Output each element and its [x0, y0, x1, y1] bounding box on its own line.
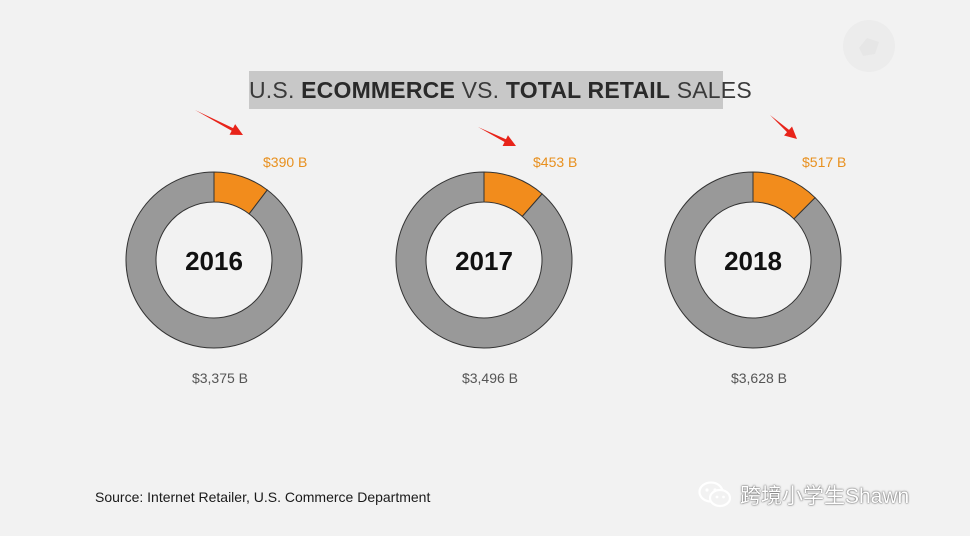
donut-slice-total-retail	[395, 171, 573, 349]
title-suffix: SALES	[670, 77, 752, 103]
annotation-arrow	[770, 115, 797, 139]
title-bold-total-retail: TOTAL RETAIL	[505, 77, 671, 103]
annotation-arrow	[195, 110, 243, 135]
source-note: Source: Internet Retailer, U.S. Commerce…	[95, 489, 431, 505]
donut-center-year-label: 2016	[185, 246, 243, 276]
annotation-arrow	[478, 127, 516, 146]
donut-slice-total-retail	[125, 171, 303, 349]
title-box: U.S. ECOMMERCE VS. TOTAL RETAIL SALES	[249, 71, 752, 109]
ecommerce-value-label: $453 B	[533, 154, 577, 170]
total-retail-value-label: $3,496 B	[462, 370, 518, 386]
chart-title: U.S. ECOMMERCE VS. TOTAL RETAIL SALES	[249, 71, 752, 109]
title-bold-ecommerce: ECOMMERCE	[301, 77, 455, 103]
ecommerce-value-label: $517 B	[802, 154, 846, 170]
watermark: 跨境小学生Shawn	[698, 478, 909, 512]
donut-center-year-label: 2018	[724, 246, 782, 276]
total-retail-value-label: $3,628 B	[731, 370, 787, 386]
title-middle: VS.	[455, 77, 506, 103]
wechat-icon	[698, 481, 732, 508]
watermark-text: 跨境小学生Shawn	[740, 485, 910, 508]
ecommerce-value-label: $390 B	[263, 154, 307, 170]
title-prefix: U.S.	[249, 77, 302, 103]
total-retail-value-label: $3,375 B	[192, 370, 248, 386]
donut-center-year-label: 2017	[455, 246, 513, 276]
donut-slice-total-retail	[664, 171, 842, 349]
watermark-badge-icon	[843, 20, 895, 72]
